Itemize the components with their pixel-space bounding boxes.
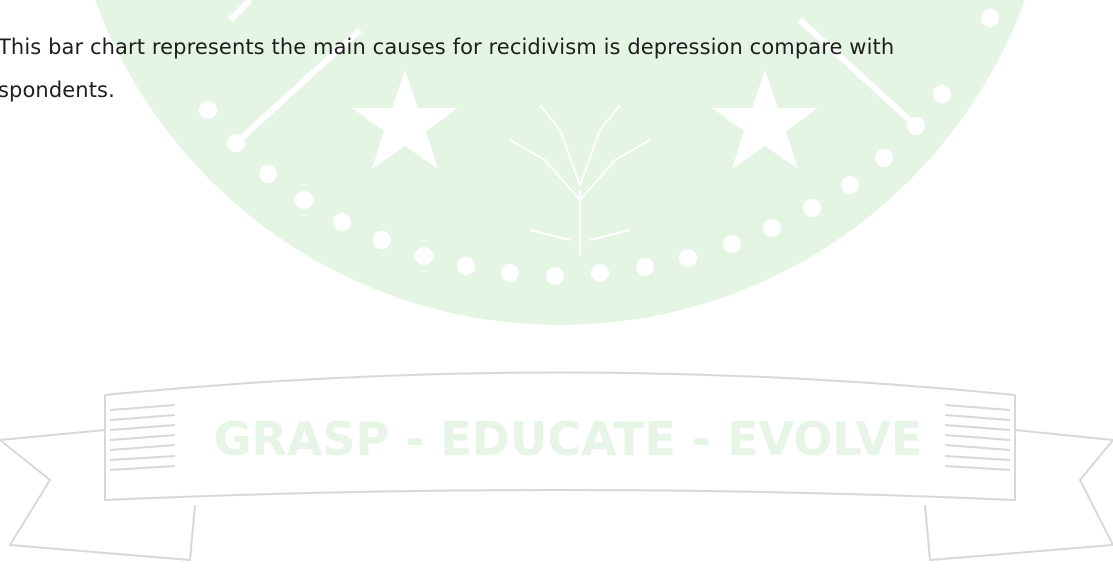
paragraph-line: spondents. [0, 78, 115, 102]
ribbon [0, 373, 1113, 561]
paragraph-line: This bar chart represents the main cause… [0, 35, 894, 59]
page: GRASP - EDUCATE - EVOLVE This bar chart … [0, 0, 1113, 584]
watermark-text: GRASP - EDUCATE - EVOLVE [214, 412, 923, 466]
watermark-graphic: GRASP - EDUCATE - EVOLVE [0, 0, 1113, 584]
